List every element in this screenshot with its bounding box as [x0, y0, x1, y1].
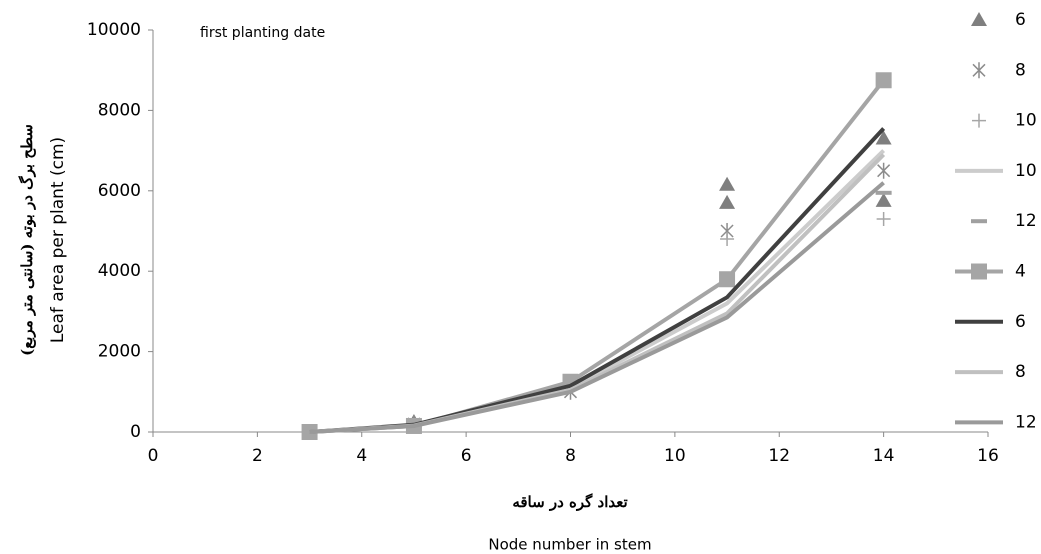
y-tick-label: 4000	[98, 261, 141, 281]
legend-label: 6	[1015, 312, 1026, 332]
series-line	[309, 181, 885, 434]
legend-marker	[972, 62, 986, 79]
marker	[719, 194, 736, 209]
marker	[720, 232, 735, 247]
y-tick-label: 0	[130, 422, 141, 442]
y-axis-title: Leaf area per plant (cm)	[48, 137, 68, 343]
marker	[876, 211, 891, 226]
x-axis-title: Node number in stem	[488, 536, 651, 554]
series-line	[309, 127, 886, 434]
x-tick-label: 14	[873, 446, 895, 466]
x-tick-label: 10	[664, 446, 686, 466]
marker	[877, 162, 891, 179]
y-tick-label: 6000	[98, 181, 141, 201]
legend-label: 12	[1015, 412, 1037, 432]
x-tick-label: 6	[461, 446, 472, 466]
annotation: first planting date	[200, 25, 325, 41]
legend-label: 6	[1015, 10, 1026, 30]
legend-marker	[971, 219, 987, 224]
y-tick-label: 2000	[98, 342, 141, 362]
marker	[875, 130, 892, 145]
x-tick-label: 8	[565, 446, 576, 466]
x-axis-title-fa: تعداد گره در ساقه	[512, 493, 627, 511]
x-tick-label: 4	[356, 446, 367, 466]
legend-label: 4	[1015, 262, 1026, 282]
legend-label: 12	[1015, 211, 1037, 231]
legend-marker	[972, 113, 986, 128]
marker	[719, 271, 736, 288]
x-tick-label: 2	[252, 446, 263, 466]
x-tick-label: 16	[977, 446, 999, 466]
legend-label: 10	[1015, 161, 1037, 181]
y-axis-title-fa: سطح برگ در بوته (سانتی متر مربع)	[18, 124, 36, 356]
series-line	[309, 153, 886, 434]
marker	[875, 72, 892, 89]
legend-label: 8	[1015, 60, 1026, 80]
x-tick-label: 0	[148, 446, 159, 466]
legend-label: 8	[1015, 362, 1026, 382]
marker	[875, 190, 892, 195]
y-tick-label: 10000	[87, 20, 141, 40]
legend-label: 10	[1015, 111, 1037, 131]
x-tick-label: 12	[768, 446, 790, 466]
y-tick-label: 8000	[98, 100, 141, 120]
marker	[719, 176, 736, 191]
legend-marker	[971, 263, 987, 280]
marker	[875, 192, 892, 207]
legend-marker	[971, 12, 987, 26]
